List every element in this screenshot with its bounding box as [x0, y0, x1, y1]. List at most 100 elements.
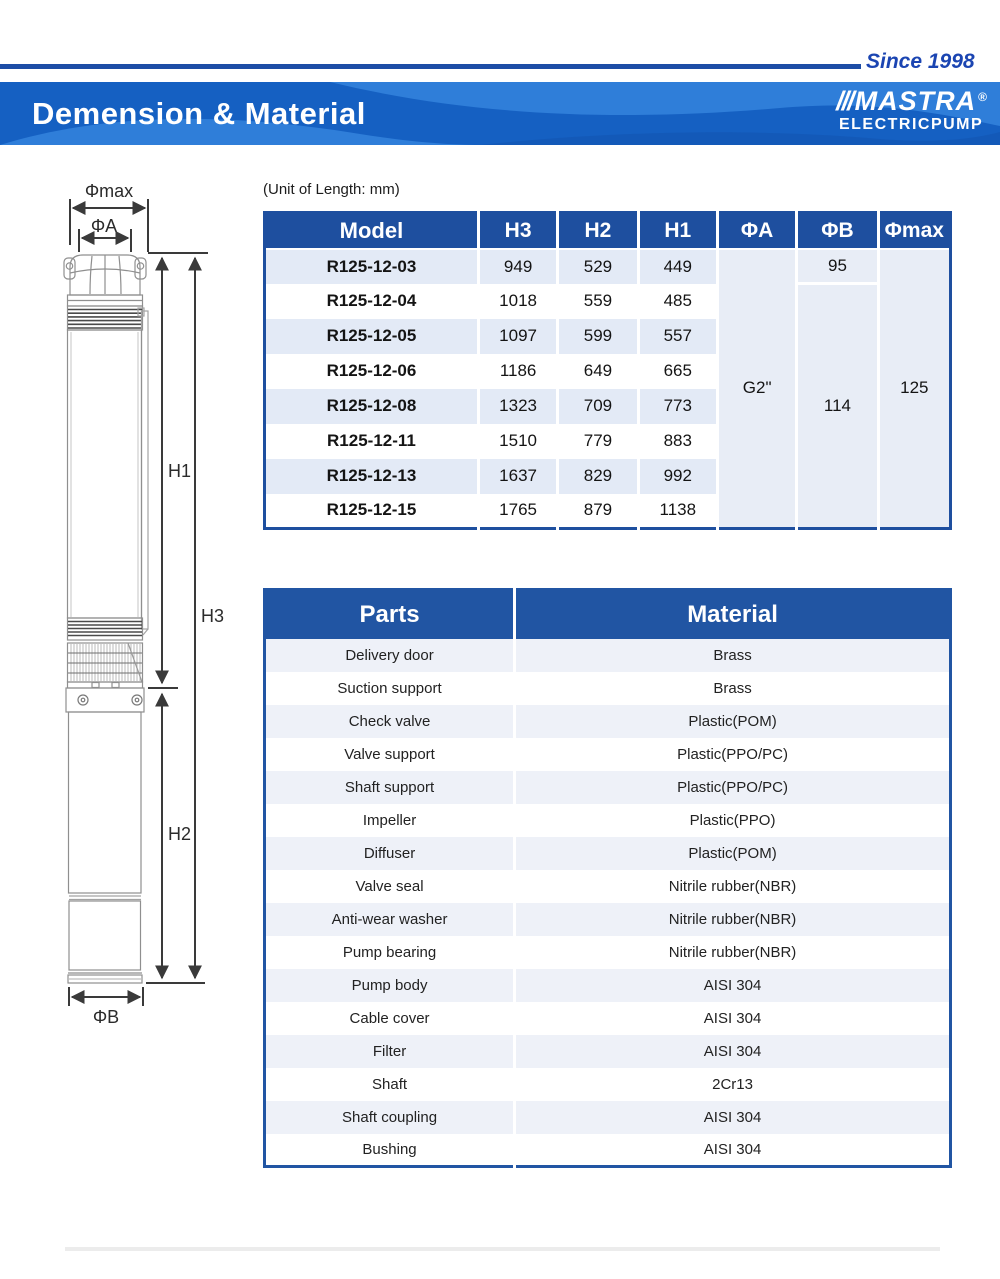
- part-cell: Impeller: [264, 803, 515, 837]
- h3-cell: 1323: [476, 388, 558, 424]
- table-row: Pump bearing Nitrile rubber(NBR): [264, 935, 951, 969]
- phi-b-cell: 95: [795, 248, 879, 285]
- h1-cell: 1138: [636, 493, 718, 529]
- h3-cell: 1097: [476, 318, 558, 354]
- title-banner: Demension & Material ///MASTRA ® ELECTRIC…: [0, 82, 1000, 145]
- phi-max-merged-cell: 125: [876, 248, 951, 529]
- part-cell: Suction support: [264, 671, 515, 705]
- col-header-phi-b: ΦB: [795, 212, 879, 250]
- material-cell: 2Cr13: [513, 1067, 951, 1101]
- h2-cell: 599: [556, 318, 639, 354]
- page-title: Demension & Material: [32, 96, 366, 131]
- col-header-h2: H2: [556, 212, 639, 250]
- table-row: Impeller Plastic(PPO): [264, 803, 951, 837]
- h2-cell: 559: [556, 283, 639, 319]
- h2-cell: 779: [556, 423, 639, 459]
- material-cell: Plastic(POM): [513, 704, 951, 738]
- col-header-material: Material: [513, 589, 951, 639]
- h2-cell: 709: [556, 388, 639, 424]
- brand-subtitle: ELECTRICPUMP: [838, 116, 984, 133]
- h3-cell: 1765: [476, 493, 558, 529]
- brand-name: MASTRA: [854, 86, 977, 116]
- pump-outline: [63, 254, 149, 984]
- logo-slashes-icon: ///: [836, 86, 854, 116]
- table-row: Bushing AISI 304: [264, 1133, 951, 1167]
- h2-cell: 649: [556, 353, 639, 389]
- h1-cell: 557: [636, 318, 718, 354]
- table-row: R125-12-11 1510 779 883: [264, 423, 951, 459]
- table-row: Diffuser Plastic(POM): [264, 836, 951, 870]
- material-cell: Nitrile rubber(NBR): [513, 869, 951, 903]
- col-header-model: Model: [264, 212, 479, 250]
- h3-cell: 1637: [476, 458, 558, 494]
- table-row: Pump body AISI 304: [264, 968, 951, 1002]
- dimensions-header-row: Model H3 H2 H1 ΦA ΦB Φmax: [264, 212, 951, 250]
- model-cell: R125-12-04: [264, 283, 479, 319]
- col-header-h3: H3: [476, 212, 558, 250]
- material-cell: Brass: [513, 671, 951, 705]
- material-cell: AISI 304: [513, 968, 951, 1002]
- model-cell: R125-12-05: [264, 318, 479, 354]
- brand-logo: ///MASTRA ® ELECTRICPUMP: [836, 86, 988, 133]
- material-cell: Nitrile rubber(NBR): [513, 902, 951, 936]
- table-row: Shaft 2Cr13: [264, 1067, 951, 1101]
- part-cell: Anti-wear washer: [264, 902, 515, 936]
- part-cell: Pump body: [264, 968, 515, 1002]
- parts-material-table: Parts Material Delivery door Brass Suctio…: [263, 588, 952, 1168]
- col-header-phi-max: Φmax: [876, 212, 951, 250]
- h3-cell: 1018: [476, 283, 558, 319]
- part-cell: Delivery door: [264, 638, 515, 672]
- model-cell: R125-12-11: [264, 423, 479, 459]
- label-phi-b: ΦB: [93, 1007, 119, 1027]
- table-row: R125-12-06 1186 649 665: [264, 353, 951, 389]
- h1-cell: 485: [636, 283, 718, 319]
- table-row: R125-12-03 949 529 449 G2" 95 125: [264, 248, 951, 529]
- material-cell: AISI 304: [513, 1034, 951, 1068]
- h1-cell: 773: [636, 388, 718, 424]
- table-row: Cable cover AISI 304: [264, 1001, 951, 1035]
- material-cell: Nitrile rubber(NBR): [513, 935, 951, 969]
- table-row: Filter AISI 304: [264, 1034, 951, 1068]
- material-cell: Plastic(PPO/PC): [513, 770, 951, 804]
- table-row: Valve seal Nitrile rubber(NBR): [264, 869, 951, 903]
- part-cell: Check valve: [264, 704, 515, 738]
- table-row: Suction support Brass: [264, 671, 951, 705]
- part-cell: Shaft coupling: [264, 1100, 515, 1134]
- h3-cell: 1510: [476, 423, 558, 459]
- table-row: Check valve Plastic(POM): [264, 704, 951, 738]
- part-cell: Pump bearing: [264, 935, 515, 969]
- h1-cell: 665: [636, 353, 718, 389]
- part-cell: Valve support: [264, 737, 515, 771]
- model-cell: R125-12-08: [264, 388, 479, 424]
- h2-cell: 829: [556, 458, 639, 494]
- dimensions-table: Model H3 H2 H1 ΦA ΦB Φmax R125-12-03 949…: [263, 211, 952, 530]
- h3-cell: 949: [476, 248, 558, 284]
- col-header-phi-a: ΦA: [715, 212, 797, 250]
- part-cell: Valve seal: [264, 869, 515, 903]
- part-cell: Filter: [264, 1034, 515, 1068]
- footer-divider: [65, 1247, 940, 1251]
- table-row: Shaft coupling AISI 304: [264, 1100, 951, 1134]
- material-cell: Plastic(PPO): [513, 803, 951, 837]
- material-cell: Plastic(POM): [513, 836, 951, 870]
- phi-b-merged-cell: 114: [795, 283, 879, 529]
- material-cell: AISI 304: [513, 1100, 951, 1134]
- table-row: Shaft support Plastic(PPO/PC): [264, 770, 951, 804]
- label-phi-max: Φmax: [85, 181, 133, 201]
- part-cell: Diffuser: [264, 836, 515, 870]
- part-cell: Shaft: [264, 1067, 515, 1101]
- dimension-lines: [68, 199, 208, 1006]
- phi-a-merged-cell: G2": [715, 248, 797, 529]
- label-h2: H2: [168, 824, 191, 844]
- label-phi-a: ΦA: [91, 216, 117, 236]
- material-cell: Plastic(PPO/PC): [513, 737, 951, 771]
- part-cell: Shaft support: [264, 770, 515, 804]
- parts-header-row: Parts Material: [264, 589, 951, 639]
- model-cell: R125-12-06: [264, 353, 479, 389]
- banner-wave-graphic: [0, 82, 1000, 145]
- table-row: Anti-wear washer Nitrile rubber(NBR): [264, 902, 951, 936]
- table-row: R125-12-15 1765 879 1138: [264, 493, 951, 529]
- h2-cell: 529: [556, 248, 639, 284]
- registered-mark-icon: ®: [978, 90, 988, 104]
- brand-logo-mark: ///MASTRA ®: [836, 86, 988, 116]
